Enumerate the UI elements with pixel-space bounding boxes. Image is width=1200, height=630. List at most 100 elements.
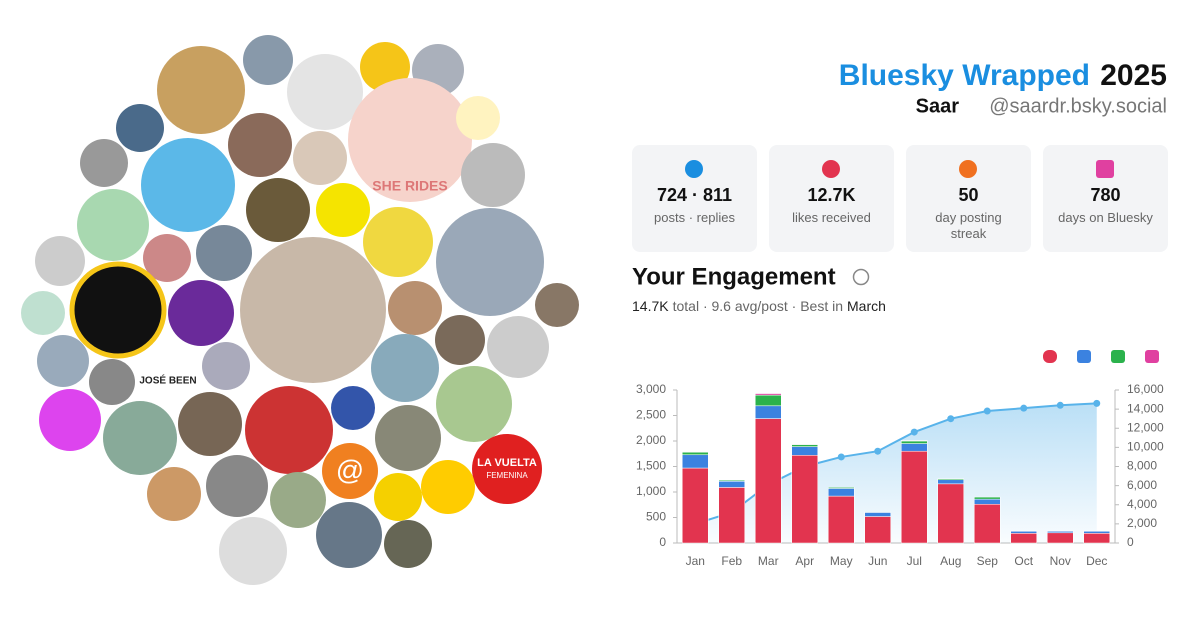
avatar: [322, 443, 378, 499]
avatar-text: SHE RIDES: [372, 178, 447, 194]
bar-segment: [901, 450, 928, 544]
avatar: [116, 104, 164, 152]
stat-value: 780: [1090, 185, 1121, 205]
avatar: [384, 520, 432, 568]
stat-label: likes received: [792, 210, 871, 225]
avatar: [421, 460, 475, 514]
avatar-text: JOSÉ BEEN: [139, 374, 196, 387]
bar-segment: [937, 483, 964, 544]
bar-segment: [864, 511, 891, 513]
icon: [1096, 160, 1114, 178]
year: 2025: [1100, 59, 1167, 92]
icon: [822, 160, 840, 178]
point: [910, 428, 918, 436]
point: [1056, 401, 1064, 409]
y-tick-label: 0: [659, 535, 666, 549]
y-tick-label: 1,500: [636, 459, 666, 473]
stat-card: 12.7K likes received: [769, 145, 894, 252]
bar-segment: [755, 394, 782, 407]
y-tick-label: 2,500: [636, 408, 666, 422]
bar-segment: [1083, 531, 1110, 534]
bar-segment: [682, 451, 709, 456]
avatar: [69, 261, 167, 359]
bar-segment: [791, 455, 818, 544]
bar-segment: [1010, 530, 1037, 532]
legend-icon[interactable]: [1077, 350, 1091, 363]
y2-tick-label: 10,000: [1127, 440, 1164, 454]
avatar: [371, 334, 439, 402]
bar-segment: [937, 478, 964, 481]
avatar: [245, 386, 333, 474]
bar-segment: [718, 481, 745, 488]
avatar: [35, 236, 85, 286]
avatar: [178, 392, 242, 456]
bar-segment: [901, 443, 928, 452]
stat-label: posts · replies: [654, 210, 735, 225]
point: [947, 415, 955, 423]
stat-card: 724 · 811 posts · replies: [632, 145, 757, 252]
avatar: [316, 502, 382, 568]
avatar: [270, 472, 326, 528]
legend-icon[interactable]: [1043, 350, 1057, 363]
x-tick-label: Jun: [868, 554, 887, 568]
avatar: [535, 283, 579, 327]
avatar: [316, 183, 370, 237]
bar-segment: [1083, 533, 1110, 544]
avatar: [348, 78, 472, 202]
avatar: [240, 237, 386, 383]
x-tick-label: Mar: [758, 554, 779, 568]
x-tick-label: Dec: [1086, 554, 1107, 568]
y2-tick-label: 8,000: [1127, 459, 1157, 473]
stat-value: 724 · 811: [656, 185, 733, 205]
avatar: [202, 342, 250, 390]
avatar: [196, 225, 252, 281]
y2-tick-label: 16,000: [1127, 382, 1164, 396]
legend-icon[interactable]: [1111, 350, 1125, 363]
x-tick-label: Feb: [721, 554, 742, 568]
bar-segment: [682, 451, 709, 453]
bar-segment: [755, 405, 782, 419]
avatar: [435, 315, 485, 365]
bar-segment: [937, 479, 964, 485]
avatar: [39, 389, 101, 451]
y-tick-label: 500: [646, 510, 666, 524]
avatar: [287, 54, 363, 130]
bar-segment: [901, 440, 928, 444]
avatar: [77, 189, 149, 261]
point: [874, 447, 882, 455]
y2-tick-label: 6,000: [1127, 478, 1157, 492]
bar-segment: [1047, 532, 1074, 544]
x-tick-label: Nov: [1050, 554, 1071, 568]
bar-segment: [718, 487, 745, 544]
avatar: [37, 335, 89, 387]
y2-tick-label: 0: [1127, 535, 1134, 549]
avatar: [461, 143, 525, 207]
bar-segment: [682, 467, 709, 544]
point: [1020, 404, 1028, 412]
x-tick-label: May: [830, 554, 853, 568]
info-icon[interactable]: [852, 268, 870, 286]
avatar-text: FEMENINA: [486, 471, 528, 480]
bar-segment: [974, 498, 1001, 505]
avatar: [157, 46, 245, 134]
y-tick-label: 2,000: [636, 433, 666, 447]
avatar: [89, 359, 135, 405]
avatar: [219, 517, 287, 585]
avatar: [147, 467, 201, 521]
avatar: [374, 473, 422, 521]
avatar-text: @: [336, 454, 364, 485]
avatar: [80, 139, 128, 187]
y2-tick-label: 4,000: [1127, 497, 1157, 511]
stat-card: 50 day posting streak: [906, 145, 1031, 252]
avatar: [456, 96, 500, 140]
x-tick-label: Jul: [907, 554, 922, 568]
avatar: [168, 280, 234, 346]
bar-segment: [682, 454, 709, 469]
avatar-text: LA VUELTA: [477, 457, 537, 469]
bar-segment: [791, 444, 818, 447]
bar-segment: [755, 418, 782, 544]
legend-icon[interactable]: [1145, 350, 1159, 363]
handle: @saardr.bsky.social: [989, 95, 1167, 117]
avatar: [472, 434, 542, 504]
